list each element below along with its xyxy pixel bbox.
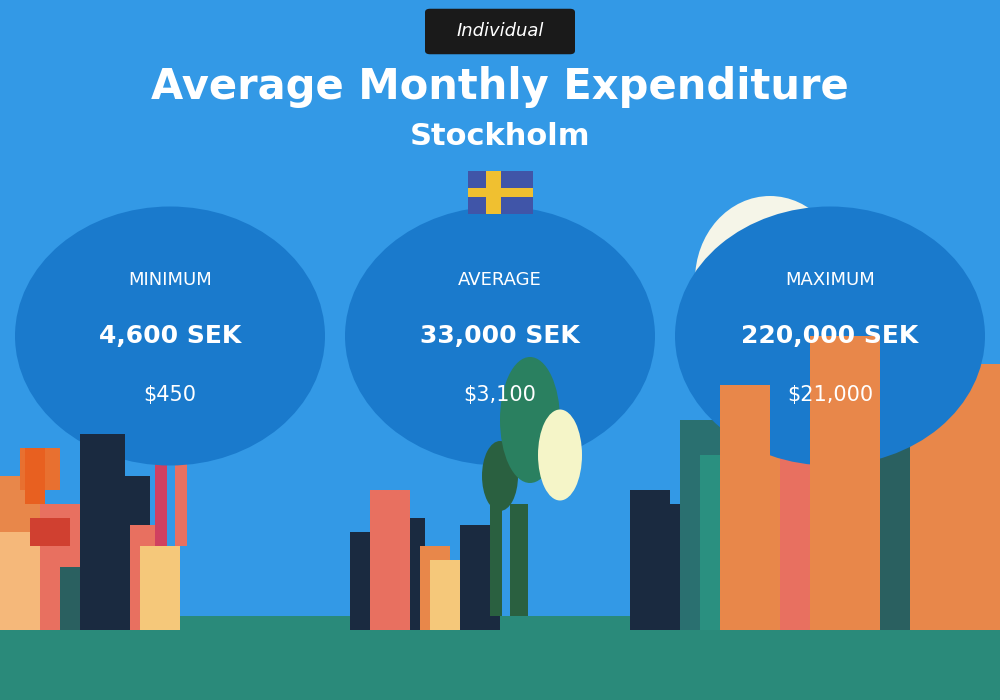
Ellipse shape — [695, 196, 845, 364]
Ellipse shape — [675, 206, 985, 466]
Bar — [700, 455, 730, 630]
Bar — [420, 546, 450, 630]
Bar — [630, 490, 670, 630]
Bar — [0, 532, 40, 630]
Bar — [140, 546, 180, 630]
Bar — [720, 385, 770, 630]
Bar — [20, 448, 60, 490]
Bar — [60, 567, 85, 630]
Text: MINIMUM: MINIMUM — [128, 271, 212, 289]
FancyBboxPatch shape — [425, 8, 575, 55]
Bar — [175, 448, 187, 546]
Text: Stockholm: Stockholm — [410, 122, 590, 151]
FancyBboxPatch shape — [468, 171, 532, 214]
Text: $450: $450 — [144, 386, 196, 405]
Text: $21,000: $21,000 — [787, 386, 873, 405]
Bar — [860, 385, 910, 630]
Bar — [40, 504, 90, 630]
Text: 220,000 SEK: 220,000 SEK — [741, 324, 919, 348]
Bar — [80, 434, 125, 630]
FancyBboxPatch shape — [468, 188, 532, 197]
Ellipse shape — [175, 252, 295, 378]
Ellipse shape — [345, 206, 655, 466]
Ellipse shape — [15, 206, 325, 466]
Ellipse shape — [538, 410, 582, 500]
Ellipse shape — [482, 441, 518, 511]
Text: 4,600 SEK: 4,600 SEK — [99, 324, 241, 348]
Text: $3,100: $3,100 — [464, 386, 536, 405]
Bar — [750, 364, 810, 630]
Bar — [130, 525, 160, 630]
Text: AVERAGE: AVERAGE — [458, 271, 542, 289]
Ellipse shape — [125, 214, 275, 374]
Bar — [30, 518, 70, 546]
Text: MAXIMUM: MAXIMUM — [785, 271, 875, 289]
Bar — [650, 504, 680, 630]
Bar — [780, 434, 820, 630]
Bar — [730, 413, 760, 455]
Text: 33,000 SEK: 33,000 SEK — [420, 324, 580, 348]
Bar — [155, 462, 167, 546]
Bar — [350, 532, 390, 630]
FancyBboxPatch shape — [486, 171, 501, 214]
Text: Individual: Individual — [456, 22, 544, 41]
Bar — [460, 525, 500, 630]
Ellipse shape — [500, 357, 560, 483]
Bar — [100, 476, 150, 630]
Bar — [430, 560, 480, 630]
Bar — [490, 490, 502, 616]
Bar — [370, 490, 410, 630]
Bar — [810, 336, 880, 630]
Bar — [0, 476, 45, 630]
Ellipse shape — [735, 245, 865, 371]
Bar — [390, 518, 425, 630]
Bar — [910, 364, 1000, 630]
Bar — [510, 504, 528, 616]
Bar — [680, 420, 720, 630]
Text: Average Monthly Expenditure: Average Monthly Expenditure — [151, 66, 849, 108]
Bar — [0, 616, 1000, 700]
Bar — [25, 448, 45, 504]
